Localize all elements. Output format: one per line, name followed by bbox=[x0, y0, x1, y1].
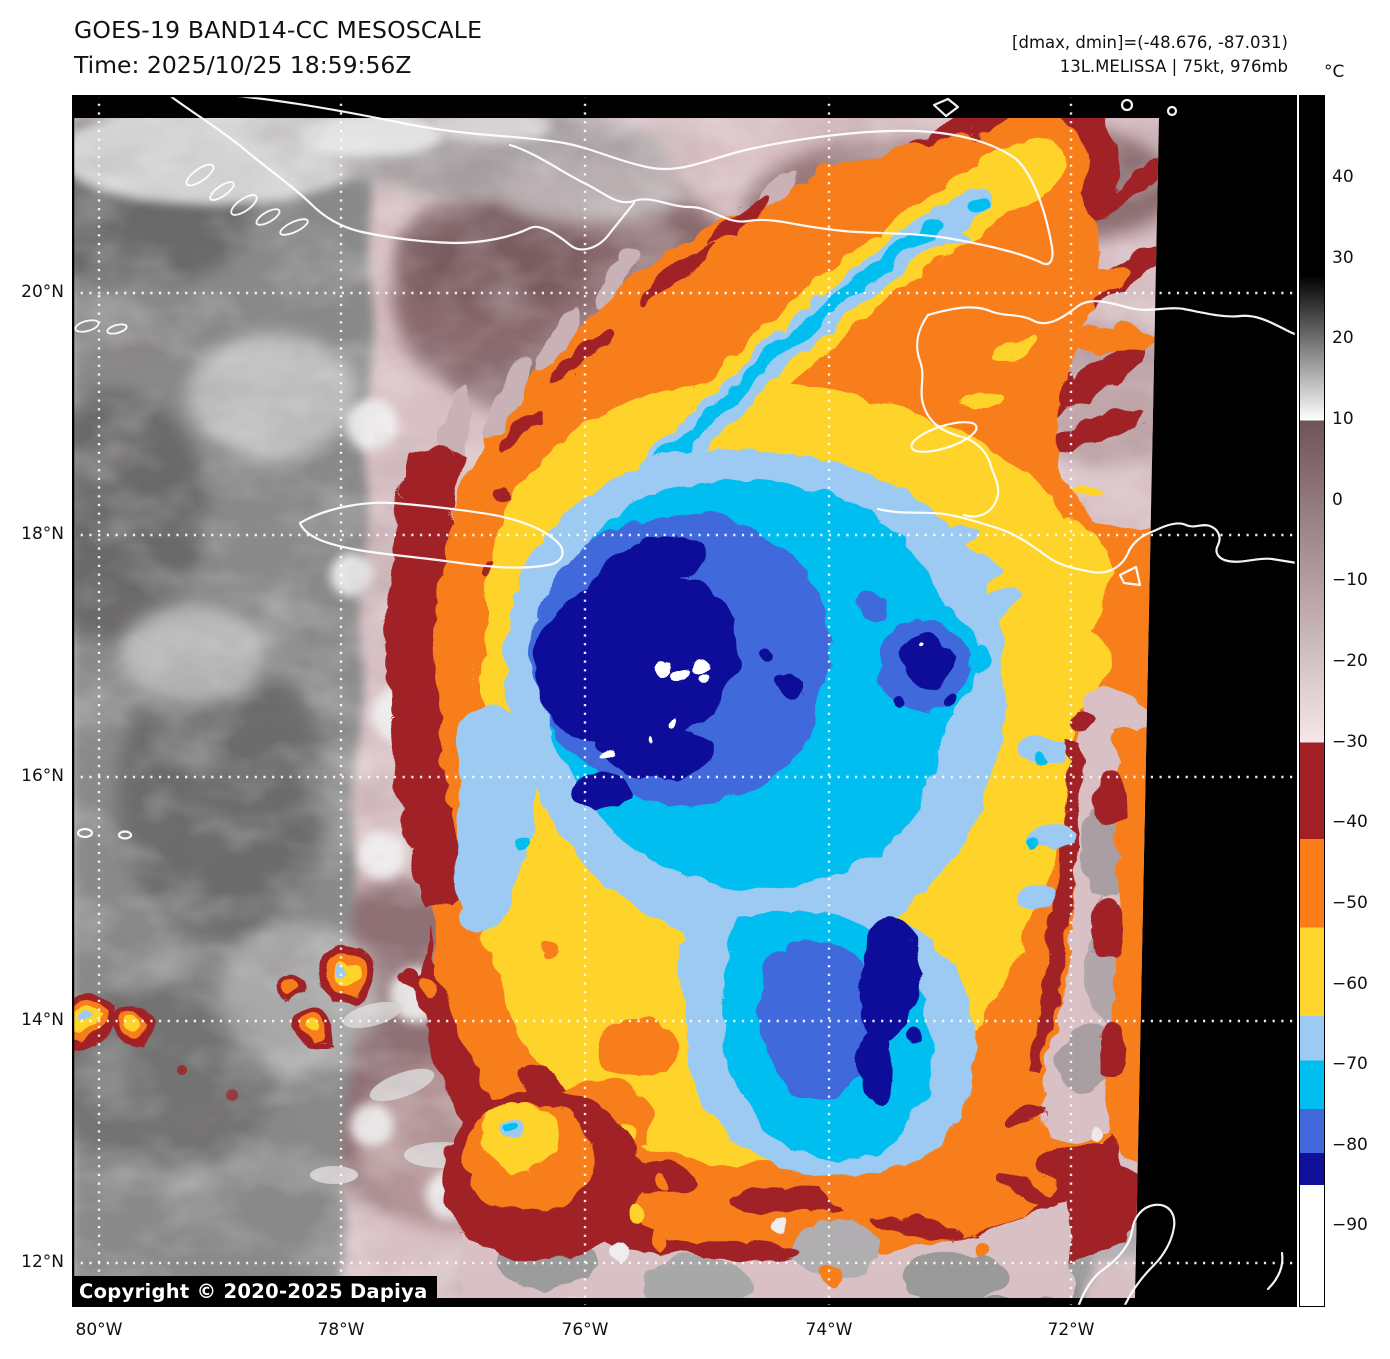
latitude-label: 16°N bbox=[21, 766, 64, 786]
meta-block: [dmax, dmin]=(-48.676, -87.031) 13L.MELI… bbox=[1012, 31, 1288, 79]
serranilla-cay-2 bbox=[117, 830, 133, 840]
convective-cells bbox=[72, 940, 664, 1255]
colorbar-tick-label: −60 bbox=[1332, 973, 1368, 994]
longitude-label: 78°W bbox=[317, 1320, 365, 1340]
guajira-segment bbox=[1266, 1251, 1284, 1291]
colorbar-tick-label: 0 bbox=[1332, 489, 1343, 510]
latitude-label: 12°N bbox=[21, 1252, 64, 1272]
latitude-label: 20°N bbox=[21, 282, 64, 302]
hurricane-enhancement bbox=[383, 118, 1159, 1298]
timestamp: Time: 2025/10/25 18:59:56Z bbox=[74, 51, 412, 79]
dmax-dmin-readout: [dmax, dmin]=(-48.676, -87.031) bbox=[1012, 33, 1288, 52]
longitude-label: 76°W bbox=[561, 1320, 609, 1340]
cape-beata bbox=[1118, 565, 1142, 587]
coastlines bbox=[74, 95, 1297, 1307]
latitude-label: 14°N bbox=[21, 1010, 64, 1030]
cuba-south-coast bbox=[508, 143, 1044, 265]
colorbar-tick-label: −20 bbox=[1332, 650, 1368, 671]
hispaniola-north-coast bbox=[926, 300, 1297, 337]
longitude-label: 72°W bbox=[1047, 1320, 1095, 1340]
bahamas-islet-2 bbox=[1166, 105, 1178, 117]
guajira-peninsula bbox=[1076, 1203, 1176, 1307]
colorbar-tick-label: −50 bbox=[1332, 892, 1368, 913]
map-border bbox=[72, 95, 1297, 1307]
cuba-north-coast bbox=[225, 95, 1054, 266]
colorbar-tick-label: 10 bbox=[1332, 408, 1354, 429]
colorbar-unit-label: °C bbox=[1324, 62, 1345, 82]
inagua-island bbox=[932, 97, 960, 118]
colorbar-tick-label: −80 bbox=[1332, 1134, 1368, 1155]
cuba-gulf-coast bbox=[167, 95, 636, 251]
copyright-banner: Copyright © 2020-2025 Dapiya bbox=[72, 1276, 437, 1307]
jamaica-coast bbox=[298, 501, 564, 569]
longitude-label: 80°W bbox=[75, 1320, 123, 1340]
colorbar-tick-label: 40 bbox=[1332, 167, 1354, 187]
gonave-island bbox=[910, 421, 978, 453]
colorbar-tick-label: 30 bbox=[1332, 247, 1354, 268]
scan-data-region bbox=[72, 118, 1159, 1298]
cuba-archipelago bbox=[74, 163, 309, 335]
product-title: GOES-19 BAND14-CC MESOSCALE bbox=[74, 16, 483, 44]
colorbar-tick-label: −40 bbox=[1332, 812, 1368, 833]
satellite-map-svg bbox=[72, 95, 1297, 1307]
storm-status: 13L.MELISSA | 75kt, 976mb bbox=[1059, 57, 1288, 76]
bahamas-islet-1 bbox=[1120, 98, 1134, 112]
colorbar-tick-label: 20 bbox=[1332, 328, 1354, 349]
haiti-west-coast bbox=[916, 313, 1000, 518]
colorbar-tick-label: −70 bbox=[1332, 1054, 1368, 1075]
tiburon-peninsula bbox=[876, 507, 1156, 574]
serranilla-cay-1 bbox=[76, 827, 94, 839]
graticule bbox=[72, 95, 1297, 1307]
colorbar-tick-label: −10 bbox=[1332, 570, 1368, 591]
latitude-label: 18°N bbox=[21, 524, 64, 544]
satellite-map bbox=[72, 95, 1297, 1307]
colorbar-tick-label: −90 bbox=[1332, 1215, 1368, 1236]
hispaniola-south-coast bbox=[1152, 522, 1297, 565]
colorbar-tick-label: −30 bbox=[1332, 731, 1368, 752]
temperature-colorbar bbox=[1299, 95, 1325, 1307]
longitude-label: 74°W bbox=[805, 1320, 853, 1340]
